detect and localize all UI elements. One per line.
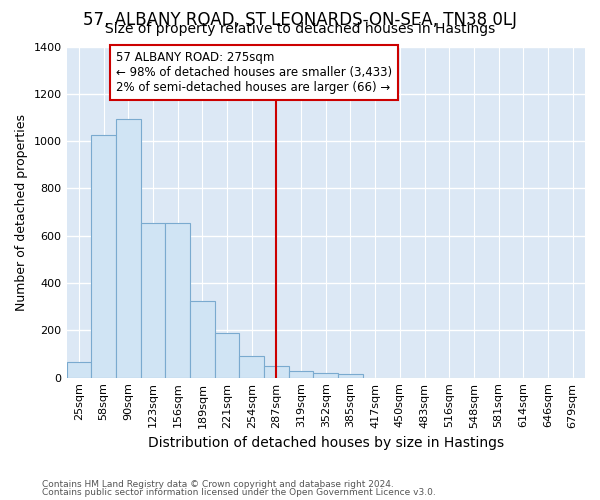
Bar xyxy=(116,118,140,378)
Bar xyxy=(165,222,190,378)
X-axis label: Distribution of detached houses by size in Hastings: Distribution of detached houses by size … xyxy=(148,436,504,450)
Bar xyxy=(67,362,91,378)
Y-axis label: Number of detached properties: Number of detached properties xyxy=(15,114,28,310)
Bar xyxy=(289,370,313,378)
Text: Size of property relative to detached houses in Hastings: Size of property relative to detached ho… xyxy=(105,22,495,36)
Bar xyxy=(140,222,165,378)
Bar xyxy=(264,366,289,378)
Text: 57 ALBANY ROAD: 275sqm
← 98% of detached houses are smaller (3,433)
2% of semi-d: 57 ALBANY ROAD: 275sqm ← 98% of detached… xyxy=(116,51,392,94)
Bar xyxy=(239,356,264,378)
Text: 57, ALBANY ROAD, ST LEONARDS-ON-SEA, TN38 0LJ: 57, ALBANY ROAD, ST LEONARDS-ON-SEA, TN3… xyxy=(83,11,517,29)
Bar xyxy=(215,332,239,378)
Text: Contains public sector information licensed under the Open Government Licence v3: Contains public sector information licen… xyxy=(42,488,436,497)
Bar xyxy=(190,301,215,378)
Bar xyxy=(313,373,338,378)
Bar xyxy=(338,374,363,378)
Bar xyxy=(91,135,116,378)
Text: Contains HM Land Registry data © Crown copyright and database right 2024.: Contains HM Land Registry data © Crown c… xyxy=(42,480,394,489)
